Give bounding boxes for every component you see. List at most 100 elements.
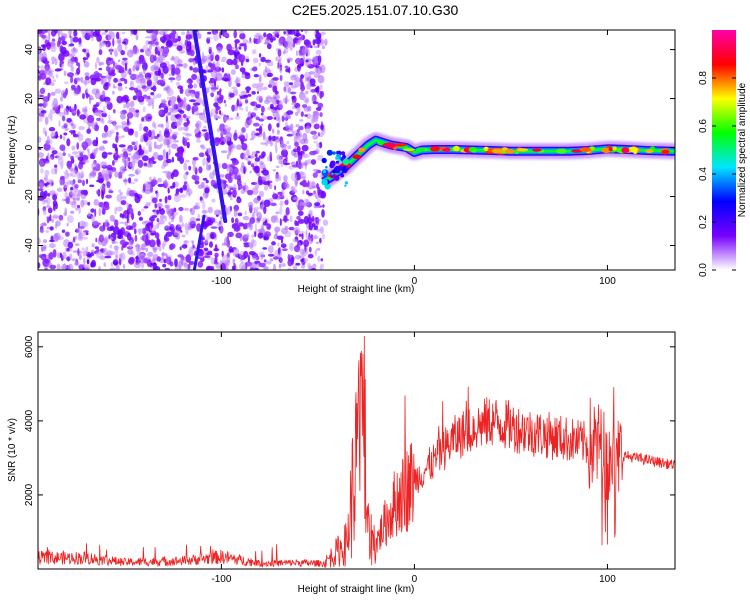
noise-dot — [192, 157, 199, 161]
noise-dot — [177, 117, 183, 126]
noise-dot — [82, 93, 85, 100]
noise-dot — [250, 114, 254, 119]
noise-dot — [82, 267, 85, 270]
noise-dot — [283, 162, 291, 165]
y-tick-label: -40 — [24, 238, 35, 253]
noise-dot — [247, 254, 250, 263]
noise-dot — [74, 103, 77, 111]
noise-dot — [45, 205, 51, 208]
noise-dot — [257, 91, 259, 94]
noise-dot — [302, 189, 305, 195]
noise-dot — [235, 77, 241, 83]
noise-dot — [275, 165, 280, 169]
noise-dot — [232, 189, 237, 197]
noise-dot — [299, 171, 302, 175]
noise-dot — [141, 221, 147, 225]
noise-dot — [156, 133, 160, 138]
noise-dot — [313, 73, 321, 78]
noise-dot — [62, 92, 67, 99]
noise-dot — [207, 56, 214, 60]
noise-dot — [258, 74, 262, 83]
snr-panel: -100 0 100 2000 4000 6000 Height of straight … — [7, 331, 676, 595]
noise-dot — [49, 264, 57, 270]
noise-dot — [267, 156, 271, 162]
noise-dot — [100, 161, 108, 168]
noise-dot — [126, 190, 131, 197]
colorbar-tick-label: 0.6 — [698, 119, 709, 133]
ridge-hotspot — [415, 147, 426, 152]
noise-dot — [215, 94, 220, 98]
noise-dot — [166, 88, 174, 97]
noise-dot — [182, 137, 190, 141]
noise-dot — [272, 109, 276, 118]
noise-dot — [226, 166, 234, 173]
noise-dot — [270, 38, 274, 43]
noise-dot — [134, 87, 139, 94]
noise-dot — [247, 41, 253, 44]
noise-dot — [205, 164, 211, 171]
noise-dot — [143, 206, 149, 209]
noise-dot — [317, 55, 322, 64]
noise-dot — [298, 218, 305, 224]
noise-dot — [243, 250, 249, 259]
noise-dot — [134, 130, 139, 138]
noise-dot — [265, 96, 273, 100]
noise-dot — [101, 31, 107, 36]
noise-dot — [193, 205, 201, 210]
noise-dot — [180, 255, 184, 265]
noise-dot — [216, 46, 223, 53]
noise-dot — [247, 93, 252, 97]
noise-dot — [70, 84, 76, 89]
noise-dot — [197, 261, 204, 268]
noise-dot — [73, 30, 78, 37]
noise-dot — [112, 109, 116, 114]
noise-dot — [185, 44, 192, 53]
noise-dot — [285, 125, 292, 133]
noise-dot — [302, 96, 310, 103]
spectrogram-ticks: -100 0 100 -40 -20 0 20 40 — [24, 30, 675, 287]
noise-dot — [280, 227, 288, 235]
snr-x-axis-label: Height of straight line (km) — [298, 584, 415, 595]
noise-dot — [154, 123, 157, 129]
noise-dot — [128, 107, 136, 113]
noise-dot — [116, 31, 120, 40]
noise-dot — [158, 110, 163, 115]
noise-dot — [105, 65, 111, 72]
noise-dot — [176, 45, 183, 51]
noise-dot — [259, 161, 264, 165]
noise-dot — [263, 199, 271, 207]
noise-dot — [261, 151, 266, 158]
noise-dot — [100, 145, 105, 150]
noise-dot — [94, 208, 97, 217]
noise-dot — [102, 140, 108, 144]
noise-dot — [243, 94, 249, 98]
noise-dot — [245, 149, 250, 157]
noise-dot — [304, 30, 308, 34]
noise-dot — [283, 81, 290, 87]
noise-dot — [134, 244, 140, 248]
noise-dot — [319, 264, 323, 270]
noise-dot — [118, 189, 122, 193]
noise-dot — [157, 177, 163, 183]
noise-dot — [285, 121, 288, 128]
noise-dot — [56, 187, 63, 193]
noise-dot — [272, 169, 277, 172]
noise-dot — [152, 151, 159, 160]
noise-dot — [104, 30, 108, 33]
noise-dot — [289, 91, 297, 95]
noise-dot — [83, 264, 90, 270]
noise-dot — [78, 37, 82, 45]
noise-dot — [286, 133, 294, 137]
noise-dot — [149, 44, 153, 50]
noise-dot — [241, 138, 248, 142]
noise-dot — [167, 171, 172, 180]
noise-dot — [171, 143, 177, 147]
noise-dot — [172, 38, 179, 43]
noise-dot — [193, 252, 196, 256]
noise-dot — [160, 143, 163, 147]
noise-dot — [158, 105, 162, 109]
ridge-hotspot — [352, 154, 362, 160]
noise-dot — [193, 60, 196, 66]
noise-dot — [174, 114, 179, 118]
noise-dot — [87, 30, 91, 36]
